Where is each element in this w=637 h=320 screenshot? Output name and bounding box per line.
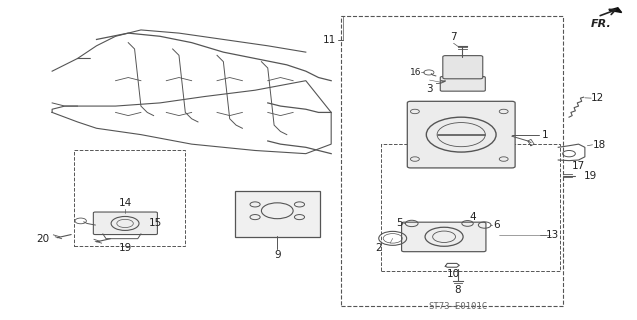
Text: 6: 6 [493,220,499,230]
Bar [381,144,559,271]
Text: 15: 15 [148,219,162,228]
Text: 11: 11 [322,35,336,45]
FancyBboxPatch shape [443,56,483,79]
Text: 16: 16 [410,68,421,77]
FancyBboxPatch shape [407,101,515,168]
Text: 18: 18 [592,140,606,150]
Text: 2: 2 [375,243,382,253]
FancyBboxPatch shape [401,222,486,252]
Text: 13: 13 [545,230,559,241]
Polygon shape [609,8,622,12]
Bar [75,150,185,246]
Text: 7: 7 [450,32,457,42]
Text: FR.: FR. [591,19,612,29]
Text: 14: 14 [118,197,132,208]
Text: 9: 9 [274,251,280,260]
Text: 19: 19 [118,244,132,253]
Text: 1: 1 [541,130,548,140]
FancyBboxPatch shape [440,76,485,91]
Text: 12: 12 [591,93,605,103]
Text: 19: 19 [583,171,597,181]
FancyBboxPatch shape [94,212,157,235]
Text: 10: 10 [447,269,459,279]
Text: 8: 8 [455,285,461,295]
Text: 4: 4 [469,212,476,222]
Text: 3: 3 [426,84,433,94]
Text: 20: 20 [36,234,49,244]
Text: 17: 17 [572,161,585,171]
FancyBboxPatch shape [235,191,320,237]
Text: ST73-E0101C: ST73-E0101C [429,302,487,311]
Text: 5: 5 [396,219,403,228]
Bar [341,16,562,306]
